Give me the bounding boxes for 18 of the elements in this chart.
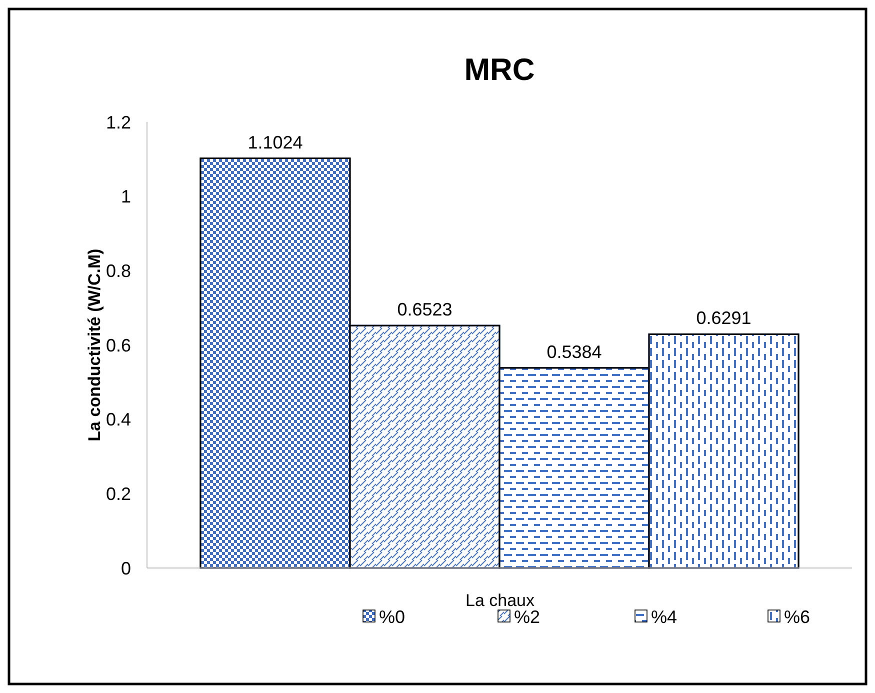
- y-tick-label: 0.4: [106, 410, 131, 430]
- data-label: 0.5384: [546, 342, 602, 362]
- y-tick-label: 0: [120, 558, 131, 578]
- legend-label: %2: [514, 607, 540, 627]
- data-label: 1.1024: [248, 132, 303, 152]
- x-axis-title: La chaux: [466, 591, 535, 610]
- y-tick-label: 0.8: [106, 260, 131, 281]
- y-tick-label: 0.2: [106, 484, 131, 504]
- y-tick-label: 1: [120, 186, 131, 207]
- legend-label: %4: [651, 607, 678, 627]
- data-label: 0.6291: [696, 308, 752, 328]
- legend-label: %6: [784, 607, 810, 627]
- y-tick-label: 1.2: [106, 112, 131, 132]
- chart-title: MRC: [464, 52, 535, 87]
- y-tick-label: 0.6: [106, 335, 131, 356]
- legend-label: %0: [379, 607, 406, 627]
- data-label: 0.6523: [397, 300, 452, 320]
- y-axis-title: La conductivité (W/C.M): [85, 248, 104, 442]
